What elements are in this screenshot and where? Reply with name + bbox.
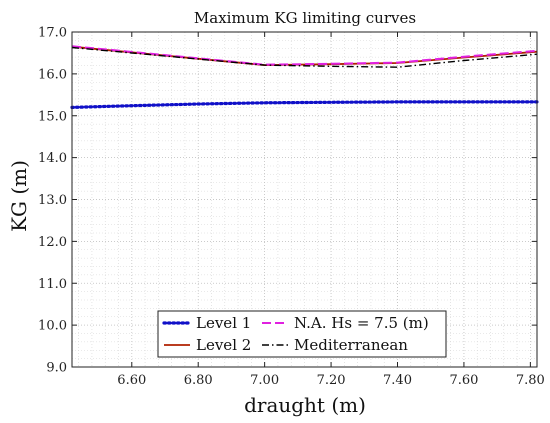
y-tick-label: 12.0: [38, 235, 67, 250]
legend-label-na-hs: N.A. Hs = 7.5 (m): [294, 314, 429, 332]
x-tick-label: 7.80: [516, 373, 545, 388]
x-tick-label: 7.60: [449, 373, 478, 388]
x-tick-label: 6.60: [117, 373, 146, 388]
x-axis-title: draught (m): [244, 393, 366, 417]
y-tick-label: 10.0: [38, 319, 67, 334]
y-tick-label: 15.0: [38, 109, 67, 124]
legend-label-mediterranean: Mediterranean: [294, 336, 408, 354]
legend: Level 1 Level 2 N.A. Hs = 7.5 (m) Medite…: [157, 310, 447, 358]
y-tick-label: 16.0: [38, 67, 67, 82]
axis-ticks: 6.60 6.80 7.00 7.20 7.40 7.60 7.80 9.0 10.0 11.0 1…: [38, 26, 545, 389]
y-tick-label: 13.0: [38, 193, 67, 208]
y-axis-title: KG (m): [7, 160, 31, 232]
x-tick-label: 7.40: [383, 373, 412, 388]
x-tick-label: 7.00: [250, 373, 279, 388]
x-tick-label: 7.20: [317, 373, 346, 388]
series-lines: [70, 45, 539, 110]
legend-label-level-2: Level 2: [196, 336, 251, 354]
y-tick-label: 14.0: [38, 151, 67, 166]
x-tick-label: 6.80: [184, 373, 213, 388]
y-tick-label: 9.0: [46, 361, 67, 376]
y-tick-label: 17.0: [38, 26, 67, 41]
y-tick-label: 11.0: [38, 277, 67, 292]
chart-title: Maximum KG limiting curves: [194, 9, 416, 27]
legend-label-level-1: Level 1: [196, 314, 251, 332]
legend-box: [157, 310, 447, 358]
series-line-mediterranean: [71, 46, 538, 68]
series-line-level-1: [70, 100, 539, 110]
